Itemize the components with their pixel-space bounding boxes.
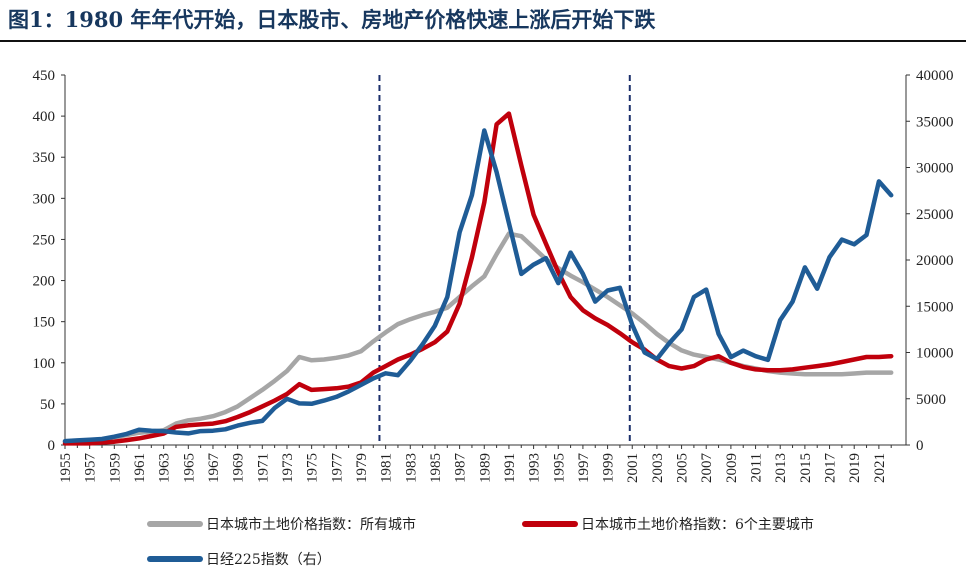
right-y-tick-label: 0 xyxy=(916,438,924,454)
right-y-tick-label: 25000 xyxy=(916,207,954,223)
x-tick-label: 1967 xyxy=(206,453,222,484)
right-y-tick-label: 40000 xyxy=(916,68,954,84)
x-tick-label: 1993 xyxy=(527,453,543,483)
x-tick-label: 1961 xyxy=(132,453,148,483)
x-tick-label: 1971 xyxy=(255,453,271,483)
x-tick-label: 2017 xyxy=(823,453,839,484)
x-tick-label: 2021 xyxy=(872,453,888,483)
x-tick-label: 1977 xyxy=(329,453,345,484)
left-y-tick-label: 450 xyxy=(33,68,56,84)
x-tick-label: 2003 xyxy=(650,453,666,483)
x-tick-label: 1995 xyxy=(551,453,567,483)
axes-group: 0 50 100 150 200 250 300 350 400 450 0 5000 10000 150… xyxy=(33,68,954,483)
right-y-tick-label: 15000 xyxy=(916,299,954,315)
x-tick-label: 2005 xyxy=(675,453,691,483)
x-tick-label: 1987 xyxy=(453,453,469,484)
left-y-tick-label: 350 xyxy=(33,150,56,166)
x-tick-label: 1989 xyxy=(477,453,493,483)
x-tick-label: 1957 xyxy=(83,453,99,484)
right-y-tick-label: 5000 xyxy=(916,392,946,408)
series-line-3 xyxy=(62,128,894,444)
legend-group: 日本城市土地价格指数：所有城市 日本城市土地价格指数：6个主要城市日经225指数（… xyxy=(147,516,814,568)
left-y-tick-label: 300 xyxy=(33,191,56,207)
x-tick-label: 2009 xyxy=(724,453,740,483)
x-tick-label: 2001 xyxy=(625,453,641,483)
right-y-tick-label: 20000 xyxy=(916,253,954,269)
x-tick-label: 1999 xyxy=(601,453,617,483)
x-tick-label: 1969 xyxy=(231,453,247,483)
legend-label-1: 日本城市土地价格指数：所有城市 xyxy=(206,516,416,533)
x-tick-label: 1985 xyxy=(428,453,444,483)
x-tick-label: 2015 xyxy=(798,453,814,483)
legend-label-2: 日本城市土地价格指数：6个主要城市 xyxy=(581,516,814,533)
x-tick-label: 2013 xyxy=(773,453,789,483)
right-y-tick-label: 30000 xyxy=(916,161,954,177)
legend-label-3: 日经225指数（右） xyxy=(206,552,331,568)
x-tick-label: 2019 xyxy=(847,453,863,483)
series-line-1 xyxy=(62,231,894,444)
x-tick-label: 1963 xyxy=(157,453,173,483)
x-tick-label: 1983 xyxy=(403,453,419,483)
x-tick-label: 1997 xyxy=(576,453,592,484)
x-tick-label: 1981 xyxy=(379,453,395,483)
x-tick-label: 2011 xyxy=(749,453,765,482)
left-y-tick-label: 150 xyxy=(33,315,56,331)
x-tick-label: 1965 xyxy=(181,453,197,483)
left-y-tick-label: 50 xyxy=(40,397,55,413)
x-tick-label: 1959 xyxy=(107,453,123,483)
right-y-tick-label: 10000 xyxy=(916,346,954,362)
x-tick-label: 1955 xyxy=(58,453,74,483)
left-y-tick-label: 200 xyxy=(33,274,56,290)
x-tick-label: 1979 xyxy=(354,453,370,483)
series-line-2 xyxy=(62,111,894,446)
x-tick-label: 2007 xyxy=(699,453,715,484)
series-lines-group xyxy=(62,111,894,446)
left-y-tick-label: 0 xyxy=(48,438,56,454)
x-tick-label: 1991 xyxy=(502,453,518,483)
title-divider xyxy=(0,40,966,42)
right-y-tick-label: 35000 xyxy=(916,114,954,130)
chart-title: 图1：1980 年年代开始，日本股市、房地产价格快速上涨后开始下跌 xyxy=(8,7,656,32)
left-y-tick-label: 100 xyxy=(33,356,56,372)
left-y-tick-label: 250 xyxy=(33,232,56,248)
reference-lines-group xyxy=(378,75,631,445)
x-tick-label: 1973 xyxy=(280,453,296,483)
left-y-tick-label: 400 xyxy=(33,109,56,125)
x-tick-label: 1975 xyxy=(305,453,321,483)
